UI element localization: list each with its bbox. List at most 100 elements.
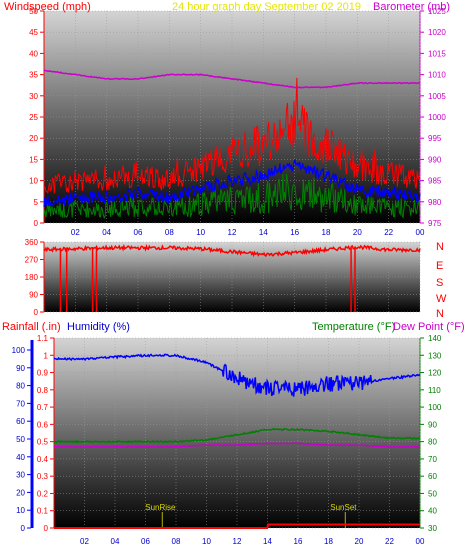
gust-series xyxy=(43,77,421,194)
humidity-tick-label: 100 xyxy=(12,346,26,355)
bottom-time-tick-label: 18 xyxy=(324,537,333,546)
rainfall-axis-ticks: 0 0.1 0.2 0.3 0.4 0.5 0.6 0.7 0.8 0.9 1 1.1 xyxy=(37,334,55,533)
barometer-tick-label: 990 xyxy=(428,155,442,164)
wind-direction-drops xyxy=(59,247,356,312)
windspeed-tick-label: 15 xyxy=(29,155,38,164)
top-time-tick-label: 04 xyxy=(102,228,111,237)
direction-compass-label: N xyxy=(436,241,444,253)
rainfall-tick-label: 1 xyxy=(44,351,49,360)
rainfall-tick-label: 0.1 xyxy=(37,507,49,516)
temperature-tick-label: 70 xyxy=(428,455,437,464)
direction-degree-label: 0 xyxy=(34,308,39,317)
wind-direction-series xyxy=(43,243,421,258)
bottom-time-tick-label: 08 xyxy=(172,537,181,546)
bottom-time-tick-label: 06 xyxy=(141,537,150,546)
temperature-tick-label: 110 xyxy=(428,386,441,395)
humidity-tick-label: 40 xyxy=(16,453,25,462)
barometer-axis-ticks: 975 980 985 990 995 1000 1005 1010 1015 1020 1025 xyxy=(419,7,446,228)
windspeed-tick-label: 50 xyxy=(29,7,38,16)
rainfall-tick-label: 0.9 xyxy=(37,369,49,378)
barometer-tick-label: 1010 xyxy=(428,71,446,80)
rainfall-tick-label: 0.5 xyxy=(37,438,49,447)
barometer-tick-label: 985 xyxy=(428,177,442,186)
bottom-plot-area xyxy=(54,338,420,528)
top-time-tick-label: 14 xyxy=(259,228,268,237)
direction-compass-label: S xyxy=(436,277,443,289)
windspeed-tick-label: 10 xyxy=(29,177,38,186)
barometer-axis-title: Barometer (mb) xyxy=(373,1,450,13)
direction-compass-label: E xyxy=(436,260,443,272)
graph-title: 24 hour graph day September 02 2019 xyxy=(172,1,361,13)
humidity-tick-label: 90 xyxy=(16,364,25,373)
humidity-tick-label: 80 xyxy=(16,382,25,391)
humidity-tick-label: 10 xyxy=(16,506,25,515)
barometer-tick-label: 980 xyxy=(428,198,442,207)
windspeed-tick-label: 5 xyxy=(34,198,39,207)
humidity-axis-ticks: 0 10 20 30 40 50 60 70 80 90 100 xyxy=(12,346,31,533)
direction-degree-label: 270 xyxy=(25,256,39,265)
dewpoint-axis-title: Dew Point (°F) xyxy=(393,321,465,333)
temperature-tick-label: 40 xyxy=(428,507,437,516)
bottom-time-tick-label: 16 xyxy=(294,537,303,546)
temperature-tick-label: 120 xyxy=(428,369,442,378)
barometer-tick-label: 1020 xyxy=(428,28,446,37)
top-time-axis-ticks: 02 04 06 08 10 12 14 16 18 20 22 00 xyxy=(71,228,425,237)
rainfall-series xyxy=(54,523,420,529)
barometer-tick-label: 1005 xyxy=(428,92,446,101)
bottom-time-tick-label: 20 xyxy=(355,537,364,546)
temperature-tick-label: 30 xyxy=(428,524,437,533)
barometer-series xyxy=(43,69,421,89)
top-time-tick-label: 10 xyxy=(196,228,205,237)
top-time-tick-label: 12 xyxy=(228,228,237,237)
bottom-time-axis-ticks: 02 04 06 08 10 12 14 16 18 20 22 00 xyxy=(80,537,425,546)
bottom-time-tick-label: 02 xyxy=(80,537,89,546)
windspeed-tick-label: 40 xyxy=(29,49,38,58)
rainfall-tick-label: 0.6 xyxy=(37,420,49,429)
temperature-tick-label: 50 xyxy=(428,489,437,498)
direction-degree-label: 360 xyxy=(25,238,39,247)
rainfall-axis-title: Rainfall (.in) xyxy=(2,321,61,333)
humidity-tick-label: 20 xyxy=(16,488,25,497)
top-time-tick-label: 08 xyxy=(165,228,174,237)
rainfall-tick-label: 0.7 xyxy=(37,403,49,412)
temperature-axis-ticks: 30 40 50 60 70 80 90 100 110 120 130 140 xyxy=(419,334,442,533)
barometer-tick-label: 995 xyxy=(428,134,442,143)
rainfall-tick-label: 0.4 xyxy=(37,455,49,464)
bottom-time-tick-label: 00 xyxy=(416,537,425,546)
direction-degree-ticks: 0 90 180 270 360 xyxy=(25,238,45,317)
direction-degree-label: 90 xyxy=(29,291,38,300)
direction-compass-label: W xyxy=(436,293,447,305)
windspeed-axis-title: Windspeed (mph) xyxy=(4,1,91,13)
top-time-tick-label: 20 xyxy=(353,228,362,237)
bottom-time-tick-label: 12 xyxy=(233,537,242,546)
bottom-time-tick-label: 22 xyxy=(385,537,394,546)
top-time-tick-label: 06 xyxy=(134,228,143,237)
windspeed-tick-label: 20 xyxy=(29,134,38,143)
dewpoint-series xyxy=(53,442,421,449)
top-time-tick-label: 16 xyxy=(290,228,299,237)
bottom-panel: Rainfall (.in) Humidity (%) Temperature … xyxy=(2,321,465,546)
humidity-tick-label: 70 xyxy=(16,399,25,408)
humidity-series xyxy=(53,353,421,397)
rainfall-tick-label: 0.2 xyxy=(37,489,49,498)
rainfall-tick-label: 1.1 xyxy=(37,334,49,343)
barometer-tick-label: 975 xyxy=(428,219,442,228)
sunrise-label: SunRise xyxy=(145,503,176,512)
temperature-tick-label: 60 xyxy=(428,472,437,481)
windspeed-tick-label: 30 xyxy=(29,92,38,101)
sunset-label: SunSet xyxy=(330,503,357,512)
avg-wind-series xyxy=(43,174,421,220)
temperature-tick-label: 100 xyxy=(428,403,442,412)
humidity-tick-label: 60 xyxy=(16,417,25,426)
windspeed-series xyxy=(43,159,421,208)
windspeed-tick-label: 0 xyxy=(34,219,39,228)
bottom-time-tick-label: 10 xyxy=(202,537,211,546)
windspeed-tick-label: 45 xyxy=(29,28,38,37)
bottom-time-tick-label: 14 xyxy=(263,537,272,546)
top-time-tick-label: 22 xyxy=(384,228,393,237)
humidity-tick-label: 30 xyxy=(16,471,25,480)
